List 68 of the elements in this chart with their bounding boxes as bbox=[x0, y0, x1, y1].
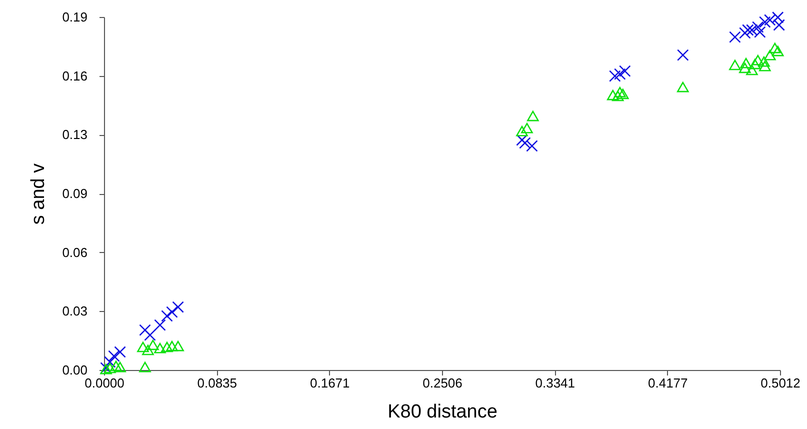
point bbox=[614, 68, 626, 80]
point bbox=[144, 329, 156, 341]
point bbox=[516, 134, 528, 146]
point bbox=[108, 350, 120, 362]
y-tick-label: 0.00 bbox=[62, 362, 88, 378]
point bbox=[110, 360, 122, 372]
point bbox=[764, 14, 776, 26]
point bbox=[521, 122, 533, 134]
point bbox=[166, 306, 178, 318]
point bbox=[729, 60, 741, 70]
point bbox=[619, 65, 631, 77]
point bbox=[739, 27, 751, 39]
point bbox=[519, 137, 531, 149]
point bbox=[752, 54, 764, 66]
x-tick-label: 0.0835 bbox=[197, 376, 238, 390]
point bbox=[739, 62, 751, 74]
point bbox=[161, 310, 173, 322]
point bbox=[139, 324, 151, 336]
point bbox=[114, 362, 126, 372]
point bbox=[609, 70, 621, 82]
point bbox=[137, 342, 149, 352]
x-tick-label: 0.2506 bbox=[422, 376, 462, 390]
point bbox=[740, 58, 752, 68]
y-tick-label: 0.16 bbox=[62, 68, 88, 84]
point bbox=[759, 60, 771, 72]
point bbox=[772, 11, 784, 24]
y-tick-label: 0.06 bbox=[62, 244, 88, 260]
x-tick-label: 0.4177 bbox=[648, 376, 688, 390]
point bbox=[676, 49, 689, 61]
x-axis-title: K80 distance bbox=[388, 402, 498, 422]
point bbox=[749, 58, 761, 70]
point bbox=[172, 340, 184, 352]
y-tick-label: 0.03 bbox=[62, 304, 88, 319]
point bbox=[104, 362, 116, 374]
point bbox=[526, 140, 538, 152]
point bbox=[773, 19, 785, 31]
x-tick-label: 0.5012 bbox=[760, 376, 800, 390]
point bbox=[764, 50, 776, 60]
x-tick-label: 0.3341 bbox=[535, 376, 576, 390]
point bbox=[768, 42, 781, 54]
point bbox=[139, 362, 151, 372]
point bbox=[772, 46, 784, 56]
point bbox=[527, 110, 539, 122]
x-tick-label: 0.1671 bbox=[310, 376, 350, 390]
point bbox=[114, 346, 126, 358]
point bbox=[154, 342, 166, 354]
y-tick-label: 0.13 bbox=[62, 127, 88, 142]
point bbox=[142, 344, 154, 356]
y-tick-label: 0.19 bbox=[62, 10, 88, 24]
point bbox=[758, 56, 770, 67]
y-tick-label: 0.09 bbox=[62, 186, 88, 201]
point bbox=[172, 301, 184, 313]
point bbox=[759, 16, 771, 28]
point bbox=[612, 90, 624, 102]
point bbox=[104, 356, 116, 368]
point bbox=[614, 86, 626, 98]
y-axis-title: s and v bbox=[28, 162, 50, 225]
point bbox=[161, 342, 173, 352]
point bbox=[147, 340, 159, 350]
point bbox=[746, 64, 758, 76]
point bbox=[676, 82, 689, 92]
point bbox=[616, 88, 629, 100]
point bbox=[606, 90, 619, 100]
x-tick-label: 0.0000 bbox=[84, 376, 124, 390]
point bbox=[516, 126, 528, 136]
point bbox=[166, 340, 178, 352]
point bbox=[154, 319, 166, 331]
point bbox=[729, 31, 741, 43]
